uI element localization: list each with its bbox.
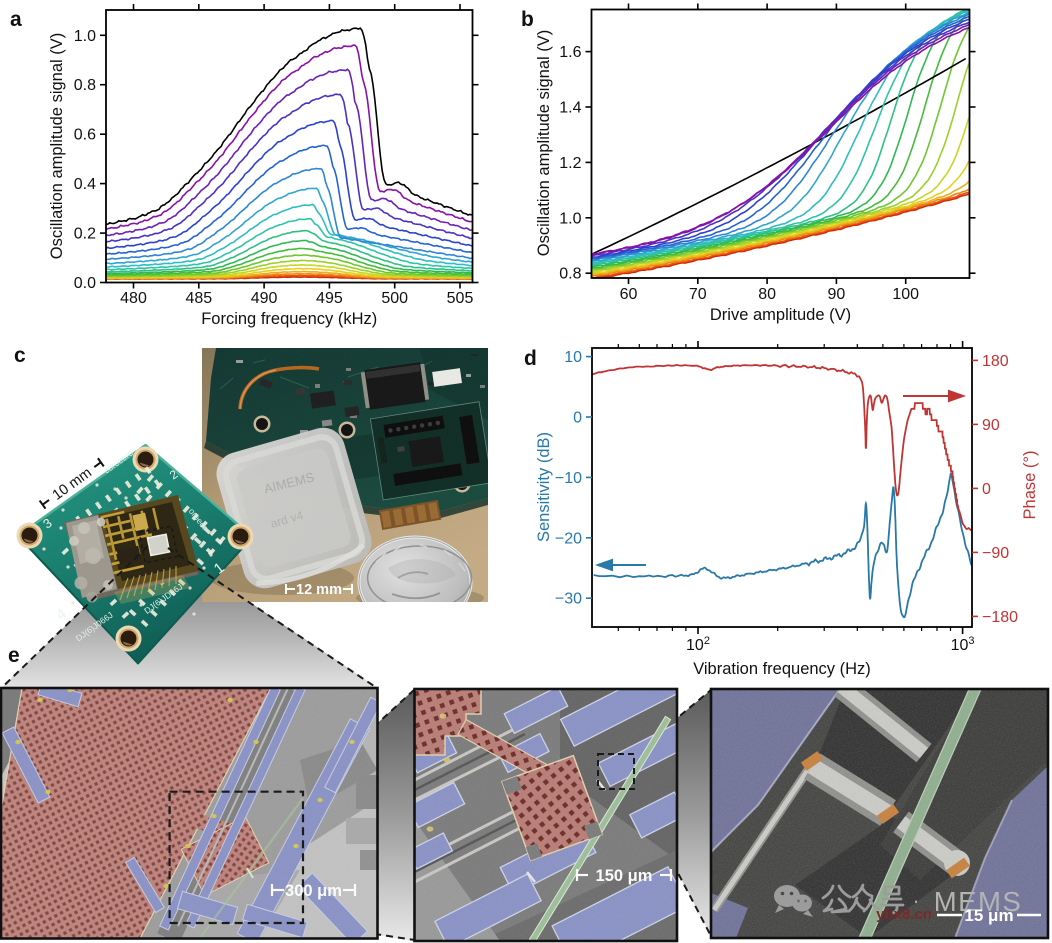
- svg-text:90: 90: [982, 417, 1000, 434]
- svg-text:15 μm: 15 μm: [964, 906, 1013, 925]
- svg-text:Forcing frequency (kHz): Forcing frequency (kHz): [201, 310, 377, 328]
- svg-text:70: 70: [689, 286, 707, 303]
- svg-text:1.2: 1.2: [559, 155, 581, 172]
- svg-text:0.2: 0.2: [74, 226, 96, 243]
- svg-text:490: 490: [251, 290, 278, 307]
- svg-text:0.4: 0.4: [74, 176, 96, 193]
- svg-text:−20: −20: [555, 530, 582, 547]
- svg-text:Vibration frequency (Hz): Vibration frequency (Hz): [693, 660, 871, 678]
- svg-text:495: 495: [316, 290, 343, 307]
- svg-text:0.8: 0.8: [559, 266, 581, 283]
- svg-text:ybx8.cn: ybx8.cn: [876, 906, 932, 923]
- svg-text:Oscillation amplitude signal (: Oscillation amplitude signal (V): [48, 33, 66, 260]
- svg-text:100: 100: [892, 286, 919, 303]
- svg-text:−180: −180: [982, 609, 1018, 626]
- svg-text:−10: −10: [555, 470, 582, 487]
- svg-text:·: ·: [912, 888, 919, 913]
- svg-text:0: 0: [573, 410, 582, 427]
- svg-text:4: 4: [53, 605, 70, 624]
- svg-text:Phase (°): Phase (°): [1021, 451, 1039, 520]
- svg-text:60: 60: [620, 286, 638, 303]
- svg-text:480: 480: [120, 290, 147, 307]
- svg-text:90: 90: [828, 286, 846, 303]
- svg-text:1.6: 1.6: [559, 44, 581, 61]
- svg-text:e: e: [8, 644, 20, 667]
- svg-text:1.4: 1.4: [559, 100, 581, 117]
- svg-text:485: 485: [185, 290, 212, 307]
- svg-text:0.6: 0.6: [74, 127, 96, 144]
- svg-text:Drive amplitude (V): Drive amplitude (V): [710, 306, 851, 324]
- svg-text:a: a: [10, 8, 22, 31]
- svg-text:80: 80: [758, 286, 776, 303]
- svg-text:d: d: [524, 347, 537, 370]
- svg-text:500: 500: [381, 290, 408, 307]
- svg-text:505: 505: [447, 290, 474, 307]
- svg-text:103: 103: [951, 635, 975, 654]
- svg-text:MEMS: MEMS: [934, 886, 1023, 917]
- svg-text:c: c: [14, 344, 26, 367]
- svg-text:1.0: 1.0: [74, 28, 96, 45]
- svg-text:Oscillation amplitude signal (: Oscillation amplitude signal (V): [535, 30, 553, 257]
- svg-text:10: 10: [564, 349, 582, 366]
- svg-text:−30: −30: [555, 591, 582, 608]
- svg-text:b: b: [521, 8, 534, 31]
- svg-text:102: 102: [686, 635, 710, 654]
- svg-text:−90: −90: [982, 545, 1009, 562]
- svg-text:Sensitivity (dB): Sensitivity (dB): [535, 432, 553, 542]
- svg-text:1.0: 1.0: [559, 210, 581, 227]
- svg-text:0: 0: [982, 481, 991, 498]
- svg-text:0.8: 0.8: [74, 77, 96, 94]
- svg-text:180: 180: [982, 353, 1009, 370]
- svg-text:0.0: 0.0: [74, 275, 96, 292]
